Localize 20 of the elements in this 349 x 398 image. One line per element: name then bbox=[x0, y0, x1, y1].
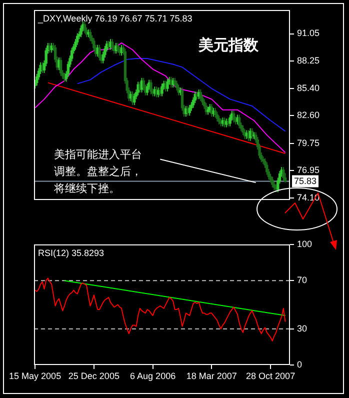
y-tick-label: 88.25 bbox=[297, 55, 320, 66]
chart-subtitle: _DXY,Weekly 76.19 76.67 75.71 75.83 bbox=[37, 13, 192, 24]
y-tick-label: 82.60 bbox=[297, 110, 320, 120]
y-tick-label: 0 bbox=[297, 359, 302, 370]
y-tick-label: 76.95 bbox=[297, 164, 320, 175]
text: 美元指数 bbox=[198, 36, 260, 54]
y-tick-label: 91.05 bbox=[297, 28, 320, 38]
y-tick-label: 79.75 bbox=[297, 138, 320, 148]
x-tick-label: 18 Mar 2007 bbox=[186, 370, 237, 381]
x-tick-label: 25 Dec 2005 bbox=[68, 370, 120, 381]
x-tick-label: 6 Aug 2006 bbox=[130, 370, 176, 381]
annotation: 美指可能进入平台调整。盘整之后，将继续下挫。 bbox=[53, 148, 142, 196]
y-tick-label: 85.40 bbox=[297, 83, 320, 94]
x-tick-label: 28 Oct 2007 bbox=[246, 370, 296, 381]
chart-title: RSI(12) 35.8293 bbox=[38, 248, 104, 258]
y-tick-label: 70 bbox=[297, 275, 308, 286]
x-tick-label: 15 May 2005 bbox=[9, 370, 62, 381]
y-tick-label: 30 bbox=[297, 323, 308, 334]
ref-line-label: 75.83 bbox=[294, 176, 317, 186]
y-tick-label: 100 bbox=[297, 238, 312, 249]
